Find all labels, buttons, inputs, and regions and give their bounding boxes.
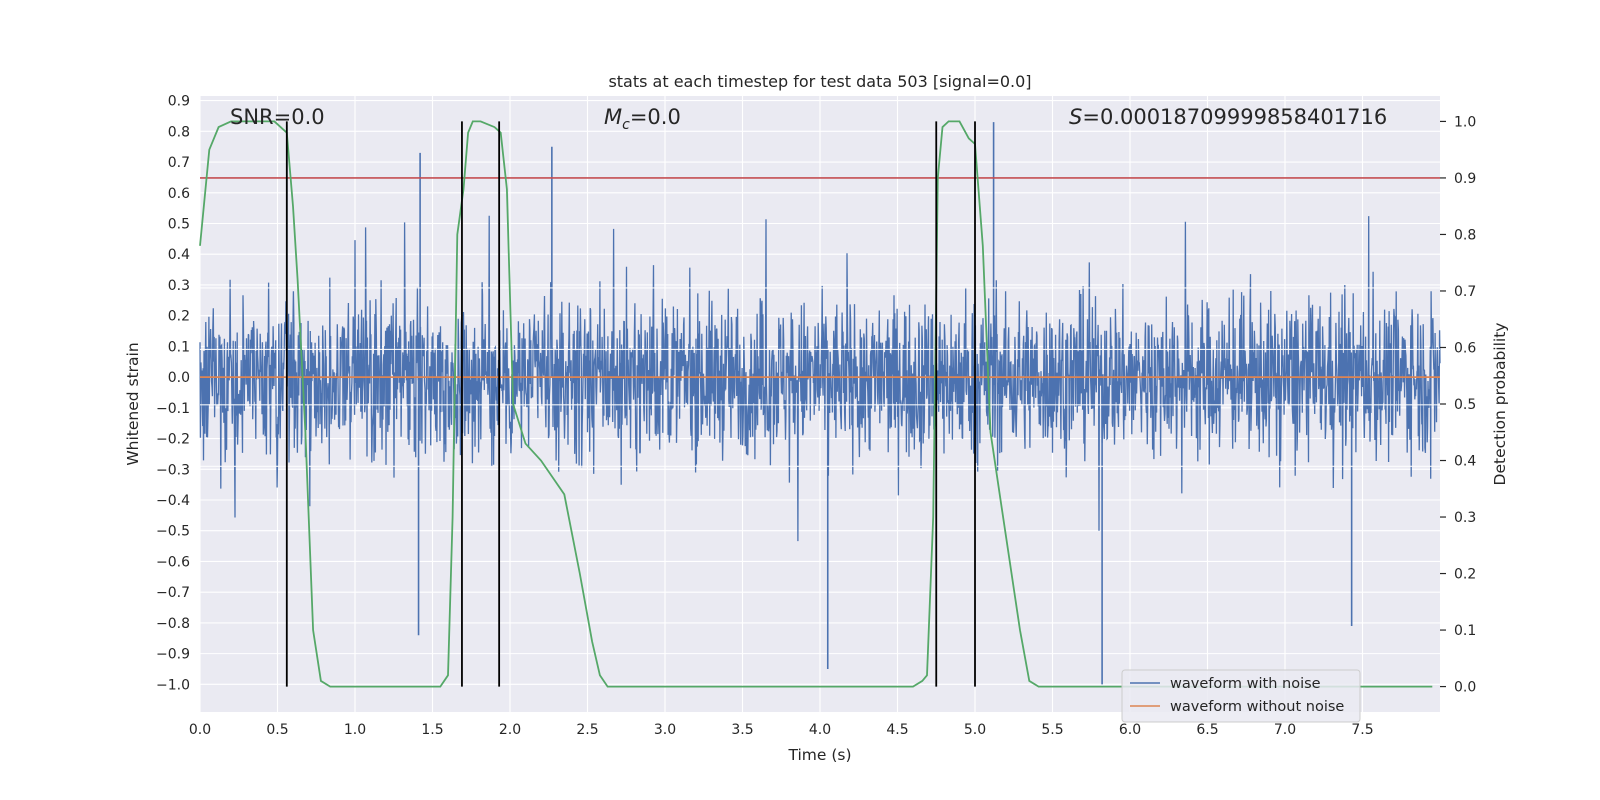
legend: waveform with noise waveform without noi… (1121, 669, 1361, 723)
y-right-tick-label: 0.1 (1454, 623, 1476, 639)
x-tick-label: 3.0 (654, 722, 676, 738)
x-axis: 0.0 0.5 1.0 1.5 2.0 2.5 3.0 3.5 4.0 4.5 5.0 5.5 6.0 6… (189, 722, 1374, 738)
x-tick-label: 0.5 (266, 722, 288, 738)
grid-overlay (200, 287, 1440, 467)
y-tick-label: 0.7 (168, 155, 190, 171)
y-tick-label: −0.3 (156, 462, 190, 478)
x-axis-label: Time (s) (787, 746, 851, 764)
y-tick-label: 0.9 (168, 94, 190, 110)
y-right-tick-label: 0.0 (1454, 680, 1476, 696)
y-tick-label: −0.9 (156, 647, 190, 663)
x-tick-label: 7.0 (1274, 722, 1296, 738)
mc-symbol: M (604, 105, 622, 129)
y-tick-label: 0.6 (168, 186, 190, 202)
s-symbol: S (1069, 105, 1082, 129)
y-tick-label: 0.5 (168, 217, 190, 233)
y-tick-label: −0.1 (156, 401, 190, 417)
probability-series (199, 120, 1433, 688)
probability-trace (199, 120, 1433, 688)
legend-entry-noise: waveform with noise (1170, 676, 1321, 692)
y-tick-label: 0.8 (168, 124, 190, 140)
x-tick-label: 4.0 (809, 722, 831, 738)
x-tick-label: 7.5 (1351, 722, 1373, 738)
y-tick-label: 0.2 (168, 309, 190, 325)
y-right-tick-label: 0.7 (1454, 284, 1476, 300)
y-right-tick-label: 0.8 (1454, 227, 1476, 243)
y-tick-label: −0.6 (156, 554, 190, 570)
y-right-tick-label: 0.4 (1454, 454, 1476, 470)
x-tick-label: 6.0 (1119, 722, 1141, 738)
y-tick-label: 0.4 (168, 247, 190, 263)
snr-annotation: SNR=0.0 (230, 105, 325, 129)
chart-title: stats at each timestep for test data 503… (608, 72, 1031, 91)
s-value: =0.00018709999858401716 (1082, 105, 1387, 129)
mc-value: =0.0 (630, 105, 681, 129)
x-tick-label: 0.0 (189, 722, 211, 738)
noise-trace (199, 215, 1441, 542)
y-tick-label: 0.1 (168, 339, 190, 355)
y-right-tick-label: 0.2 (1454, 567, 1476, 583)
y-tick-label: 0.0 (168, 370, 190, 386)
s-annotation: S=0.00018709999858401716 (1069, 105, 1387, 129)
y-right-tick-label: 0.5 (1454, 397, 1476, 413)
x-tick-label: 1.5 (421, 722, 443, 738)
y-right-tick-label: 0.3 (1454, 510, 1476, 526)
x-tick-label: 5.0 (964, 722, 986, 738)
y-tick-label: −0.7 (156, 585, 190, 601)
legend-entry-clean: waveform without noise (1170, 699, 1344, 715)
y-tick-label: −0.5 (156, 524, 190, 540)
y-tick-label: −1.0 (156, 677, 190, 693)
y-axis-right: 1.0 0.9 0.8 0.7 0.6 0.5 0.4 0.3 0.2 0.1 0.0 (1440, 114, 1476, 696)
x-tick-label: 3.5 (731, 722, 753, 738)
y-axis-right-label: Detection probability (1491, 323, 1509, 486)
x-tick-label: 1.0 (344, 722, 366, 738)
y-right-tick-label: 0.6 (1454, 340, 1476, 356)
event-lines (285, 121, 976, 687)
mc-annotation: Mc=0.0 (604, 105, 681, 133)
x-tick-label: 5.5 (1041, 722, 1063, 738)
mc-subscript: c (622, 117, 630, 133)
legend-box (1121, 669, 1361, 723)
y-tick-label: −0.4 (156, 493, 190, 509)
x-tick-label: 6.5 (1196, 722, 1218, 738)
y-tick-label: −0.2 (156, 432, 190, 448)
y-right-tick-label: 1.0 (1454, 114, 1476, 130)
x-tick-label: 4.5 (886, 722, 908, 738)
y-right-tick-label: 0.9 (1454, 171, 1476, 187)
y-tick-label: −0.8 (156, 616, 190, 632)
y-tick-label: 0.3 (168, 278, 190, 294)
y-axis-left: 0.9 0.8 0.7 0.6 0.5 0.4 0.3 0.2 0.1 0.0 −0.1 −0.2 −0… (156, 94, 190, 694)
x-tick-label: 2.5 (576, 722, 598, 738)
x-tick-label: 2.0 (499, 722, 521, 738)
y-axis-label: Whitened strain (124, 342, 142, 465)
